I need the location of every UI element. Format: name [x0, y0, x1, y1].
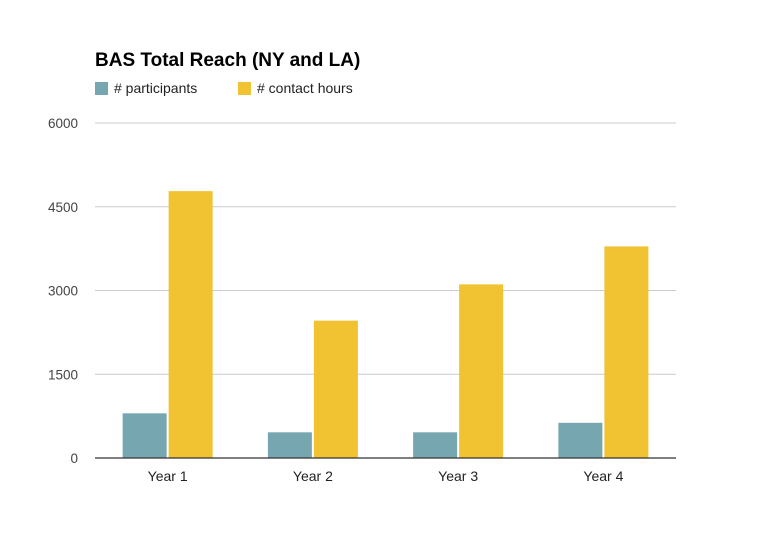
legend-label-participants: # participants: [114, 80, 198, 96]
chart-title: BAS Total Reach (NY and LA): [95, 50, 361, 71]
y-tick-label: 6000: [48, 116, 78, 131]
bar-participants: [558, 422, 603, 458]
legend-item-participants: # participants: [95, 80, 197, 96]
legend-swatch-contact-hours: [238, 81, 251, 95]
bar-contact-hours: [313, 320, 358, 458]
bar-contact-hours: [604, 246, 649, 458]
y-tick-label: 3000: [48, 284, 78, 299]
legend-item-contact-hours: # contact hours: [238, 80, 353, 96]
bar-contact-hours: [168, 191, 213, 458]
legend-label-contact-hours: # contact hours: [257, 80, 353, 96]
bar-participants: [122, 413, 167, 458]
bar-contact-hours: [459, 284, 504, 458]
legend-swatch-participants: [95, 81, 108, 95]
y-tick-label: 0: [70, 451, 78, 466]
bar-participants: [267, 432, 312, 458]
x-tick-label: Year 4: [583, 468, 623, 484]
y-tick-label: 4500: [48, 200, 78, 215]
x-tick-label: Year 2: [293, 468, 333, 484]
bar-participants: [413, 432, 458, 458]
x-tick-label: Year 3: [438, 468, 478, 484]
y-tick-label: 1500: [48, 367, 78, 382]
x-tick-label: Year 1: [148, 468, 188, 484]
